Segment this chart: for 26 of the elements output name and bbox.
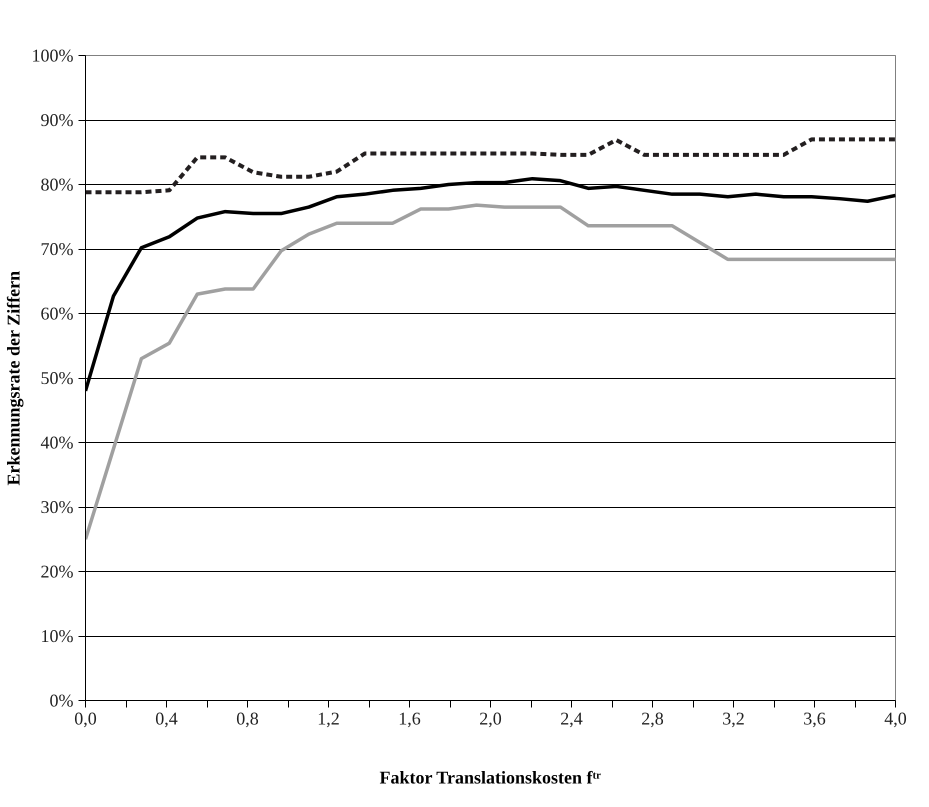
x-tick-label: 4,0 [884, 708, 907, 728]
y-tick-label: 0% [50, 690, 74, 710]
x-tick-label: 2,4 [560, 708, 583, 728]
y-tick-label: 10% [40, 626, 74, 646]
y-tick-label: 30% [40, 497, 74, 517]
line-series [86, 137, 896, 194]
x-tick-label: 0,0 [74, 708, 97, 728]
line-series [86, 203, 896, 541]
x-axis-title: Faktor Translationskosten fᵗʳ [379, 768, 602, 788]
y-tick-label: 50% [40, 368, 74, 388]
x-tick-label: 2,8 [641, 708, 664, 728]
y-tick-label: 100% [32, 46, 74, 66]
x-tick-label: 1,2 [317, 708, 340, 728]
x-tick-label: 2,0 [479, 708, 502, 728]
y-tick-label: 70% [40, 239, 74, 259]
y-axis-title: Erkennungsrate der Ziffern [4, 270, 24, 486]
x-tick-label: 0,8 [236, 708, 259, 728]
y-tick-label: 60% [40, 304, 74, 324]
x-tick-label: 0,4 [155, 708, 178, 728]
y-tick-label: 90% [40, 110, 74, 130]
y-tick-label: 40% [40, 432, 74, 452]
x-tick-label: 3,2 [722, 708, 745, 728]
x-tick-label: 1,6 [398, 708, 421, 728]
x-tick-label: 3,6 [803, 708, 826, 728]
y-tick-label: 80% [40, 174, 74, 194]
y-tick-label: 20% [40, 562, 74, 582]
